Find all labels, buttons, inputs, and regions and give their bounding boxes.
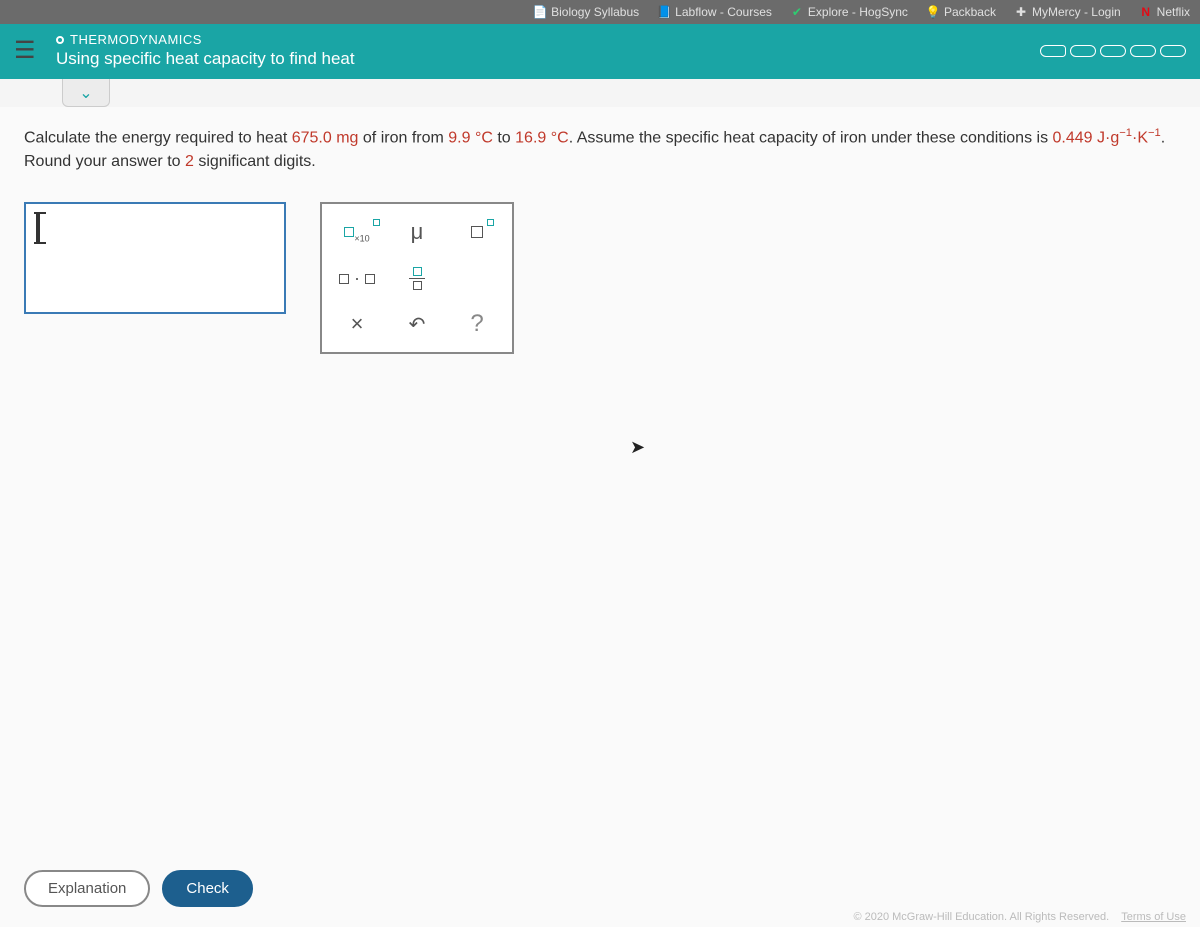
bookmark-labflow[interactable]: 📘 Labflow - Courses — [657, 5, 772, 19]
bookmark-label: Biology Syllabus — [551, 5, 639, 19]
tool-scientific-notation[interactable]: ×10 — [330, 212, 384, 252]
netflix-icon: N — [1139, 5, 1153, 19]
action-bar: Explanation Check — [24, 870, 1200, 907]
category-dot-icon — [56, 36, 64, 44]
check-icon: ✔ — [790, 5, 804, 19]
tool-help[interactable]: ? — [450, 304, 504, 344]
expand-dropdown[interactable]: ⌄ — [62, 79, 110, 107]
bookmark-label: Explore - HogSync — [808, 5, 908, 19]
chevron-down-icon: ⌄ — [79, 83, 92, 103]
tool-clear[interactable]: × — [330, 304, 384, 344]
plus-icon: ✚ — [1014, 5, 1028, 19]
content-area: Calculate the energy required to heat 67… — [0, 107, 1200, 927]
category-label: THERMODYNAMICS — [70, 32, 202, 47]
lesson-title: Using specific heat capacity to find hea… — [56, 49, 355, 69]
bookmark-mymercy[interactable]: ✚ MyMercy - Login — [1014, 5, 1121, 19]
book-icon: 📘 — [657, 5, 671, 19]
tool-superscript[interactable] — [450, 212, 504, 252]
footer: © 2020 McGraw-Hill Education. All Rights… — [839, 907, 1200, 927]
lesson-header: ☰ THERMODYNAMICS Using specific heat cap… — [0, 24, 1200, 79]
terms-link[interactable]: Terms of Use — [1121, 911, 1186, 923]
explanation-button[interactable]: Explanation — [24, 870, 150, 907]
bookmarks-bar: 📄 Biology Syllabus 📘 Labflow - Courses ✔… — [0, 0, 1200, 24]
bookmark-netflix[interactable]: N Netflix — [1139, 5, 1190, 19]
progress-indicator — [1040, 45, 1186, 57]
bookmark-hogsync[interactable]: ✔ Explore - HogSync — [790, 5, 908, 19]
tool-fraction[interactable] — [390, 258, 444, 298]
bookmark-label: Packback — [944, 5, 996, 19]
bookmark-label: Netflix — [1157, 5, 1190, 19]
tool-mu[interactable]: μ — [390, 212, 444, 252]
copyright-text: © 2020 McGraw-Hill Education. All Rights… — [853, 911, 1109, 923]
check-button[interactable]: Check — [162, 870, 253, 907]
tool-undo[interactable]: ↶ — [390, 304, 444, 344]
document-icon: 📄 — [533, 5, 547, 19]
answer-input[interactable] — [24, 202, 286, 314]
text-cursor-icon — [36, 214, 40, 242]
menu-icon[interactable]: ☰ — [14, 36, 42, 65]
bookmark-biology-syllabus[interactable]: 📄 Biology Syllabus — [533, 5, 639, 19]
bookmark-packback[interactable]: 💡 Packback — [926, 5, 996, 19]
bookmark-label: Labflow - Courses — [675, 5, 772, 19]
math-toolbox: ×10 μ · × ↶ ? — [320, 202, 514, 354]
bulb-icon: 💡 — [926, 5, 940, 19]
mouse-cursor-icon: ➤ — [630, 437, 645, 458]
tool-multiply-boxes[interactable]: · — [330, 258, 384, 298]
category-row: THERMODYNAMICS — [56, 32, 355, 47]
bookmark-label: MyMercy - Login — [1032, 5, 1121, 19]
question-text: Calculate the energy required to heat 67… — [24, 125, 1176, 174]
